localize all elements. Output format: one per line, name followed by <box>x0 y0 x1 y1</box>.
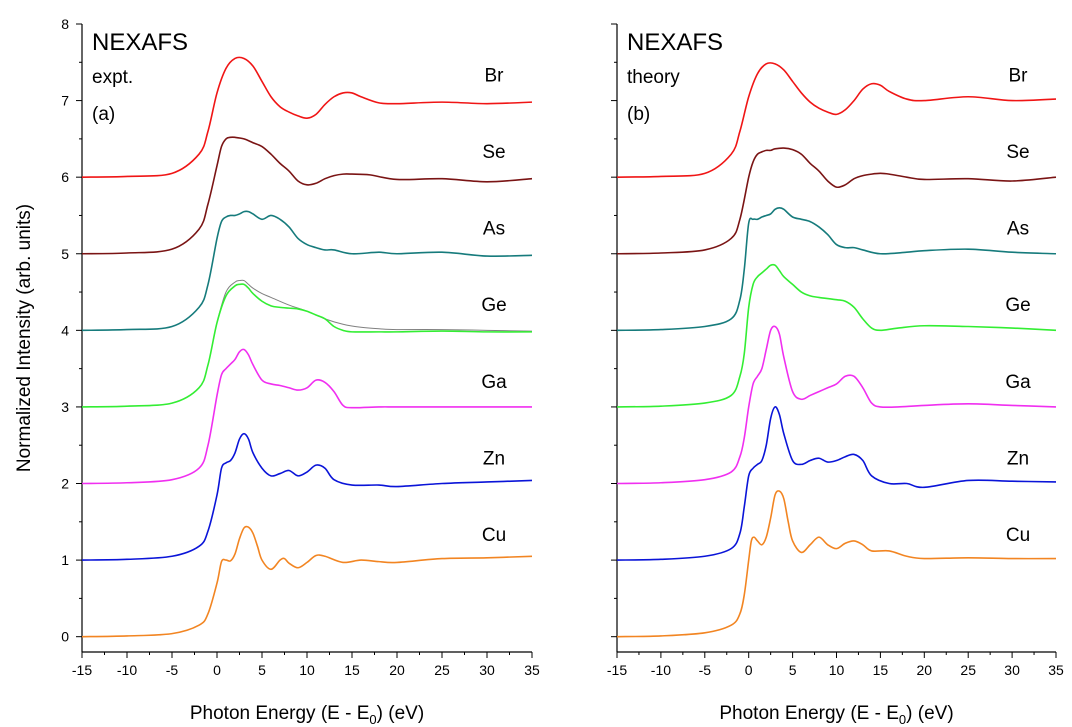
series-line-cu <box>616 490 1057 638</box>
series-line-ge <box>81 283 533 408</box>
series-line-se <box>616 147 1057 255</box>
panel-expt: -15 -10 -5 0 5 10 15 20 25 30 35 0 1 2 3 4 5 6 7 8 Photon En… <box>14 16 540 727</box>
x-tick-label: 25 <box>434 662 450 678</box>
series-line-br <box>81 56 533 178</box>
series-label-ga: Ga <box>481 372 507 393</box>
x-tick-label: -5 <box>699 662 712 678</box>
panel-title: NEXAFS <box>92 29 188 56</box>
series-line-as <box>616 207 1057 332</box>
panel-tag: (b) <box>627 104 650 125</box>
panel-title: NEXAFS <box>627 29 723 56</box>
x-tick-label: 15 <box>873 662 889 678</box>
y-tick-label: 2 <box>61 476 69 492</box>
panel-subtitle: theory <box>627 67 680 88</box>
series-line-cu <box>81 525 533 638</box>
x-axis-title: Photon Energy (E - E0) (eV) <box>190 703 424 727</box>
x-tick-label: 5 <box>258 662 266 678</box>
x-tick-label: 20 <box>917 662 933 678</box>
y-tick-label: 7 <box>61 93 69 109</box>
series-label-as: As <box>1007 219 1029 240</box>
x-tick-label: -5 <box>166 662 179 678</box>
curves <box>616 62 1057 638</box>
y-axis-title: Normalized Intensity (arb. units) <box>14 204 35 472</box>
x-tick-label: 10 <box>299 662 315 678</box>
y-tick-label: 1 <box>61 552 69 568</box>
series-label-se: Se <box>1006 142 1029 163</box>
x-tick-label: 30 <box>1004 662 1020 678</box>
series-label-zn: Zn <box>1007 448 1029 469</box>
x-tick-label: 35 <box>524 662 540 678</box>
series-label-ga: Ga <box>1005 372 1031 393</box>
panel-subtitle: expt. <box>92 67 133 88</box>
y-tick-label: 8 <box>61 16 69 32</box>
series-label-se: Se <box>482 142 505 163</box>
x-tick-label: 5 <box>789 662 797 678</box>
y-tick-label: 6 <box>61 169 69 185</box>
x-tick-label: 25 <box>960 662 976 678</box>
panel-tag: (a) <box>92 104 115 125</box>
series-line-ga <box>616 325 1057 485</box>
series-label-br: Br <box>485 65 505 86</box>
y-tick-label: 0 <box>61 629 69 645</box>
x-tick-label: 10 <box>829 662 845 678</box>
x-tick-label: -10 <box>651 662 671 678</box>
series-label-zn: Zn <box>483 448 505 469</box>
x-tick-label: -10 <box>117 662 137 678</box>
x-tick-label: 20 <box>389 662 405 678</box>
curves <box>81 56 533 638</box>
x-tick-label: 30 <box>479 662 495 678</box>
series-label-br: Br <box>1009 65 1029 86</box>
x-tick-label: 0 <box>745 662 753 678</box>
panel-theory: -15 -10 -5 0 5 10 15 20 25 30 35 Photon Energy (E -… <box>607 23 1064 727</box>
y-tick-label: 5 <box>61 246 69 262</box>
series-label-as: As <box>483 219 505 240</box>
x-axis-title: Photon Energy (E - E0) (eV) <box>719 703 953 727</box>
x-tick-label: -15 <box>607 662 627 678</box>
x-tick-label: 0 <box>213 662 221 678</box>
series-line-se <box>81 136 533 255</box>
series-line-zn <box>81 432 533 561</box>
series-line-ge <box>616 263 1057 408</box>
series-line-as <box>81 210 533 332</box>
x-tick-label: 15 <box>344 662 360 678</box>
y-tick-label: 3 <box>61 399 69 415</box>
series-line-br <box>616 62 1057 178</box>
series-label-ge: Ge <box>1005 295 1030 316</box>
y-tick-label: 4 <box>61 322 69 338</box>
series-line-ga <box>81 348 532 485</box>
series-label-cu: Cu <box>1006 525 1030 546</box>
series-line-zn <box>616 406 1057 561</box>
series-label-cu: Cu <box>482 525 506 546</box>
series-label-ge: Ge <box>481 295 506 316</box>
x-tick-label: -15 <box>72 662 92 678</box>
x-tick-label: 35 <box>1048 662 1064 678</box>
